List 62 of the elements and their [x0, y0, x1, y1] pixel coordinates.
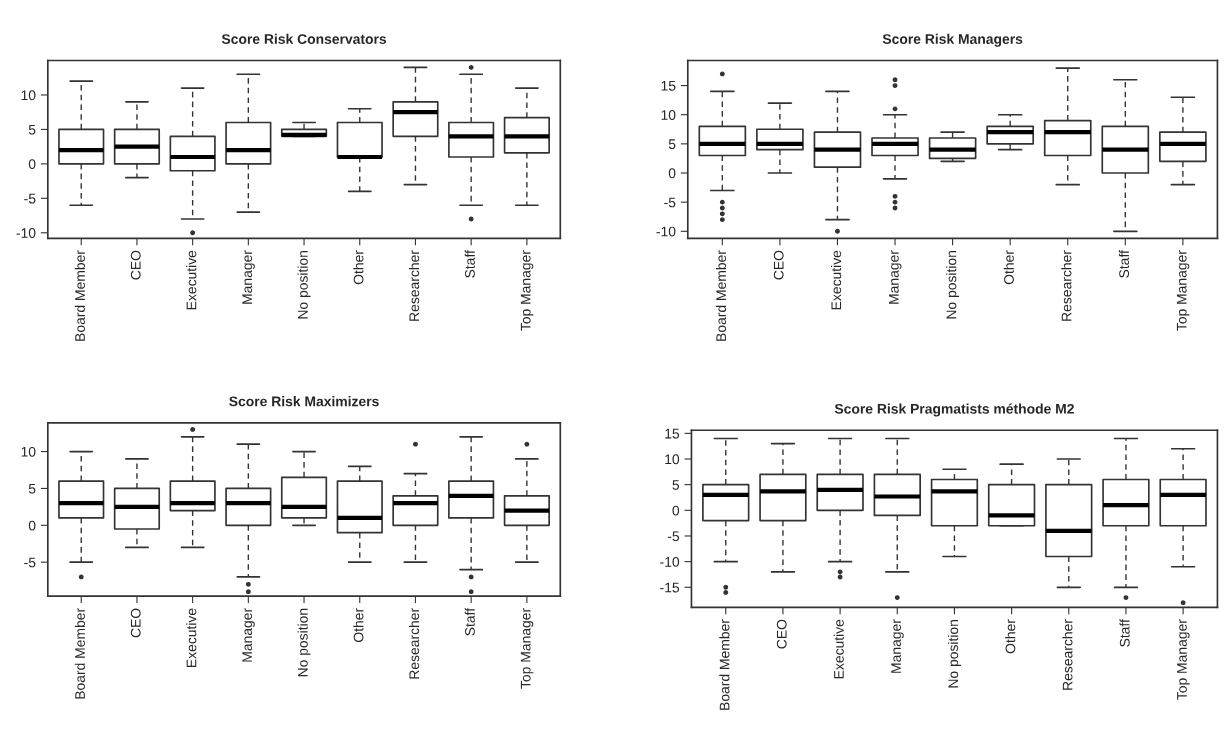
x-tick-label: Manager	[242, 608, 255, 662]
x-tick-label: Top Manager	[520, 250, 534, 331]
x-tick-label: Staff	[1119, 619, 1130, 647]
x-tick-label: Top Manager	[1176, 250, 1190, 331]
x-tick-label: Top Manager	[520, 608, 534, 689]
x-tick-label: Board Member	[74, 250, 85, 341]
y-tick-label: 5	[668, 139, 676, 150]
x-tick-label: Board Member	[719, 619, 730, 710]
chart-title: Score Risk Conservators	[221, 33, 387, 44]
x-tick-label: Executive	[830, 250, 842, 310]
y-tick-label: 0	[28, 520, 36, 531]
x-tick-label: Staff	[464, 250, 475, 278]
x-tick-label: Staff	[1118, 250, 1130, 278]
x-tick-label: Other	[1005, 619, 1016, 654]
x-tick-label: CEO	[773, 250, 784, 280]
x-tick-label: Board Member	[74, 608, 85, 699]
chart-title: Score Risk Pragmatists méthode M2	[834, 403, 1074, 417]
x-tick-label: Manager	[889, 250, 902, 304]
x-tick-label: CEO	[776, 619, 787, 649]
y-tick-label: 10	[665, 454, 680, 465]
x-tick-label: Researcher	[1062, 619, 1073, 690]
chart-title: Score Risk Maximizers	[229, 396, 379, 407]
y-tick-label: 10	[21, 446, 36, 457]
y-tick-label: 5	[672, 480, 680, 490]
y-tick-label: 10	[21, 90, 36, 101]
x-tick-label: Other	[353, 250, 364, 285]
x-tick-label: No position	[297, 608, 311, 677]
y-tick-label: -10	[16, 228, 36, 238]
x-tick-label: No position	[947, 620, 961, 688]
y-tick-label: -5	[24, 557, 36, 568]
x-tick-label: Manager	[242, 250, 255, 304]
x-tick-label: Staff	[464, 607, 475, 636]
y-tick-label: -5	[667, 531, 680, 542]
x-tick-label: Top Manager	[1177, 619, 1190, 700]
chart-title: Score Risk Managers	[882, 33, 1023, 47]
y-tick-label: 5	[28, 124, 36, 135]
x-tick-label: No position	[946, 251, 960, 319]
x-tick-label: Researcher	[408, 250, 420, 321]
x-tick-label: Researcher	[408, 608, 420, 679]
y-tick-label: -15	[660, 582, 680, 593]
y-tick-label: 0	[672, 505, 680, 516]
x-tick-label: CEO	[130, 608, 141, 638]
x-tick-label: Executive	[186, 250, 197, 310]
x-tick-label: No position	[297, 251, 311, 319]
y-tick-label: -5	[24, 193, 36, 204]
x-tick-label: Executive	[186, 608, 197, 667]
y-tick-label: 10	[661, 110, 676, 120]
y-tick-label: -5	[664, 197, 676, 208]
x-tick-label: Executive	[833, 619, 844, 679]
y-tick-label: -10	[656, 226, 676, 237]
x-tick-label: Researcher	[1061, 250, 1072, 321]
y-tick-label: -10	[660, 556, 680, 567]
x-tick-label: Other	[1003, 250, 1014, 285]
x-tick-label: Manager	[891, 619, 904, 673]
y-tick-label: 15	[661, 81, 676, 91]
x-tick-label: CEO	[130, 250, 141, 280]
y-tick-label: 0	[28, 159, 36, 170]
x-tick-label: Board Member	[715, 250, 727, 341]
y-tick-label: 0	[668, 168, 676, 179]
y-tick-label: 5	[28, 483, 36, 494]
y-tick-label: 15	[665, 428, 680, 439]
x-tick-label: Other	[353, 608, 364, 642]
